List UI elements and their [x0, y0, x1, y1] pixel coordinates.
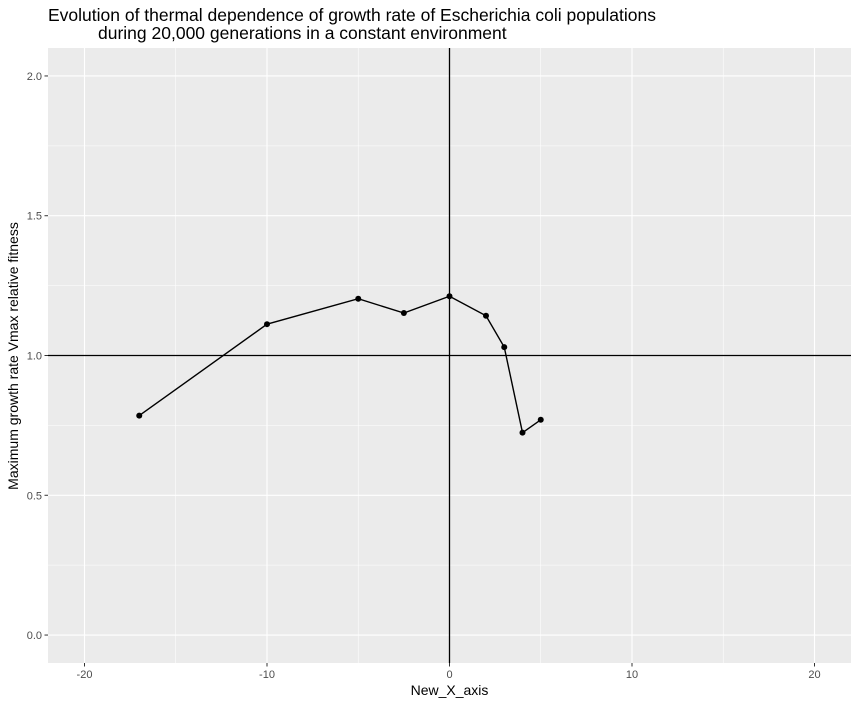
- y-axis-title: Maximum growth rate Vmax relative fitnes…: [5, 222, 21, 490]
- data-point: [501, 344, 508, 351]
- data-point: [483, 312, 489, 319]
- x-tick-label: 0: [446, 669, 452, 681]
- chart-title-line-2: during 20,000 generations in a constant …: [98, 23, 507, 43]
- data-point: [446, 293, 453, 300]
- x-axis-title: New_X_axis: [411, 682, 489, 698]
- chart-title-line-1: Evolution of thermal dependence of growt…: [48, 5, 656, 25]
- x-tick-label: -20: [77, 669, 93, 681]
- x-tick-label: 10: [626, 669, 638, 681]
- x-tick-label: -10: [259, 669, 275, 681]
- y-tick-label: 1.5: [27, 211, 42, 223]
- y-tick-label: 2.0: [27, 71, 42, 83]
- reference-lines: [48, 48, 851, 663]
- data-point: [519, 429, 526, 436]
- x-tick-label: 20: [808, 669, 820, 681]
- x-axis-ticks: -20 -10 0 10 20: [77, 663, 821, 681]
- data-point: [355, 295, 362, 302]
- data-point: [264, 321, 270, 328]
- data-point: [537, 416, 544, 423]
- y-tick-label: 0.5: [27, 490, 42, 502]
- y-tick-label: 0.0: [27, 630, 42, 642]
- data-point: [400, 310, 407, 317]
- y-axis-ticks: 0.0 0.5 1.0 1.5 2.0: [27, 71, 48, 642]
- y-tick-label: 1.0: [27, 351, 42, 363]
- data-point: [136, 412, 143, 419]
- data-series: [136, 293, 544, 436]
